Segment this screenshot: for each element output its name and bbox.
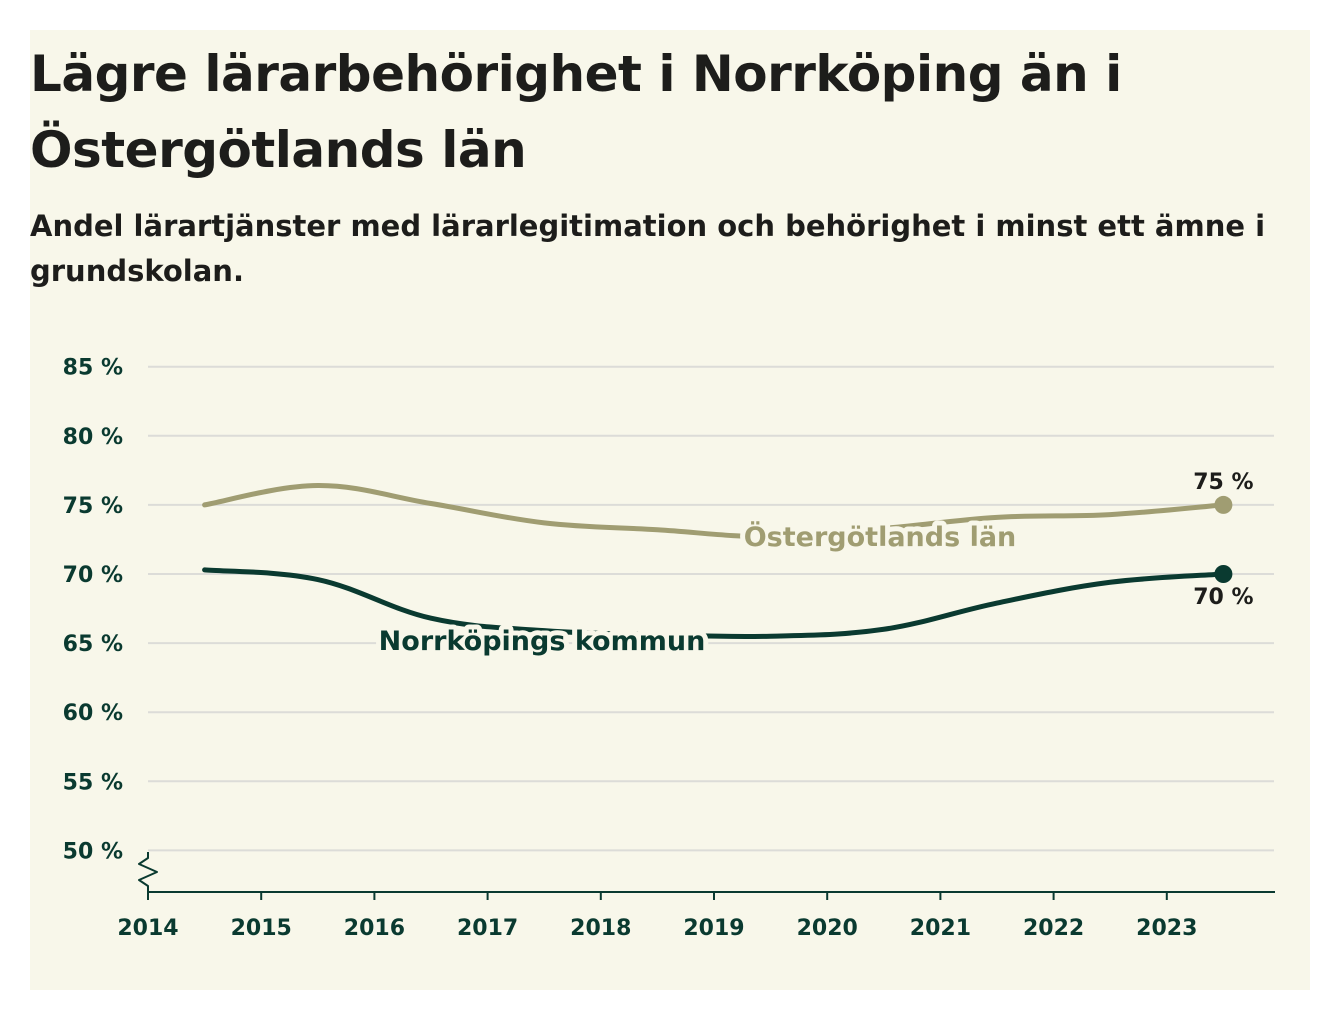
y-tick-label: 55 % <box>63 770 123 795</box>
axis-break-icon <box>138 852 158 892</box>
x-tick-label: 2019 <box>683 916 744 941</box>
y-tick-label: 50 % <box>63 839 123 864</box>
x-tick-label: 2018 <box>570 916 631 941</box>
end-point-ostergotland <box>1214 495 1233 514</box>
series-label-norrkoping: Norrköpings kommun <box>379 626 706 657</box>
series-line-ostergotland <box>202 483 1226 540</box>
end-label-norrkoping: 70 % <box>1193 585 1253 610</box>
y-tick-label: 80 % <box>63 425 123 450</box>
x-tick-label: 2017 <box>457 916 518 941</box>
x-tick-label: 2023 <box>1136 916 1197 941</box>
x-axis-ticks: 2014 2015 2016 2017 2018 2019 2020 2021 2022 2023 <box>117 892 1197 941</box>
y-tick-label: 75 % <box>63 494 123 519</box>
x-tick-label: 2015 <box>231 916 292 941</box>
series-labels: 75 % Östergötlands län 70 % Norrköpings kom… <box>374 470 1254 662</box>
x-tick-label: 2021 <box>910 916 971 941</box>
series-line-norrkoping <box>202 567 1226 640</box>
y-tick-label: 85 % <box>63 356 123 381</box>
x-tick-label: 2016 <box>344 916 405 941</box>
x-tick-label: 2020 <box>797 916 858 941</box>
grid-lines <box>148 365 1274 852</box>
chart-subtitle: Andel lärartjänster med lärarlegitimatio… <box>30 209 1266 288</box>
end-point-norrkoping <box>1214 565 1233 583</box>
x-tick-label: 2014 <box>117 916 178 941</box>
end-label-ostergotland: 75 % <box>1193 470 1253 495</box>
chart-title: Lägre lärarbehörighet i Norrköping än i … <box>30 45 1122 179</box>
x-axis <box>138 852 1275 893</box>
y-tick-label: 65 % <box>63 632 123 657</box>
y-tick-label: 70 % <box>63 563 123 588</box>
chart-card: Lägre lärarbehörighet i Norrköping än i … <box>30 30 1310 990</box>
x-tick-label: 2022 <box>1023 916 1084 941</box>
series-label-ostergotland: Östergötlands län <box>744 520 1017 553</box>
y-tick-label: 60 % <box>63 701 123 726</box>
y-axis-ticks: 50 % 55 % 60 % 65 % 70 % 75 % 80 % 85 % <box>63 356 123 865</box>
series-lines <box>202 483 1233 640</box>
